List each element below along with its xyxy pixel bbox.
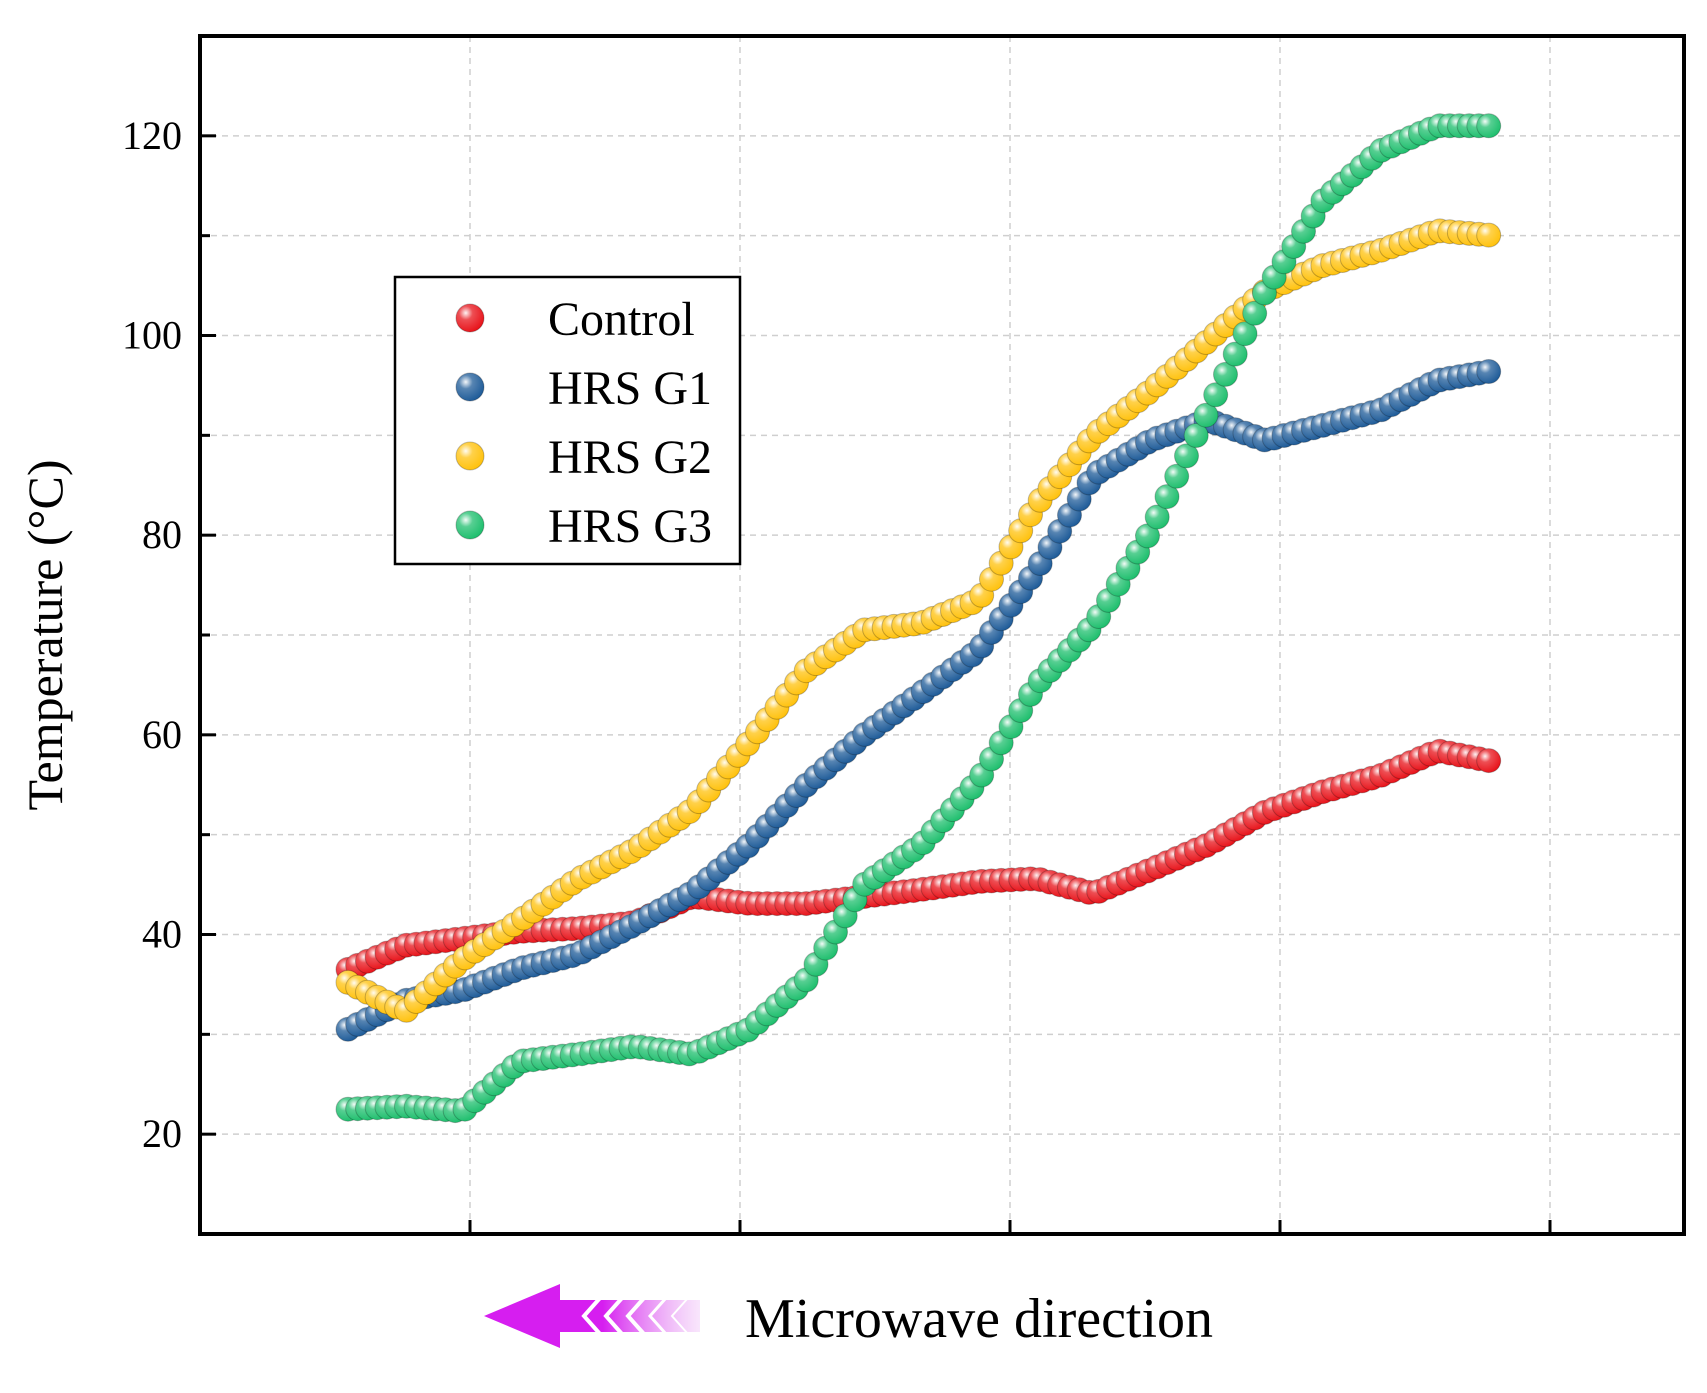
data-point-hrs-g3 xyxy=(1232,321,1258,347)
y-tick-label: 20 xyxy=(142,1111,182,1156)
microwave-direction-caption: Microwave direction xyxy=(484,1284,1213,1350)
data-point-hrs-g2 xyxy=(1476,222,1502,248)
legend-marker-hrs-g2 xyxy=(455,441,485,471)
y-axis-title: Temperature (°C) xyxy=(17,459,73,810)
y-tick-label: 40 xyxy=(142,912,182,957)
data-point-hrs-g3 xyxy=(1242,300,1268,326)
data-point-hrs-g3 xyxy=(1203,382,1229,408)
data-point-control xyxy=(1476,748,1502,774)
data-point-hrs-g3 xyxy=(1154,484,1180,510)
legend-label-control: Control xyxy=(548,293,695,346)
legend-marker-hrs-g3 xyxy=(455,510,485,540)
data-point-hrs-g3 xyxy=(1144,504,1170,530)
grid-lines xyxy=(200,36,1684,1234)
data-point-hrs-g3 xyxy=(1193,402,1219,428)
data-point-hrs-g3 xyxy=(1476,113,1502,139)
y-tick-label: 100 xyxy=(122,313,182,358)
data-point-hrs-g3 xyxy=(1222,341,1248,367)
data-point-hrs-g3 xyxy=(1164,463,1190,489)
data-point-hrs-g3 xyxy=(1213,361,1238,387)
legend-box xyxy=(393,275,742,566)
y-axis: 20 40 60 80 100 120 xyxy=(122,113,216,1156)
x-axis xyxy=(468,1220,1552,1234)
series-layer xyxy=(335,113,1502,1124)
legend-label-hrs-g1: HRS G1 xyxy=(548,362,712,415)
y-tick-label: 120 xyxy=(122,113,182,158)
data-point-hrs-g3 xyxy=(1174,443,1199,469)
legend-label-hrs-g3: HRS G3 xyxy=(548,500,712,553)
legend-marker-control xyxy=(455,303,485,333)
series-hrs-g2 xyxy=(335,218,1502,1023)
y-tick-label: 60 xyxy=(142,712,182,757)
data-point-hrs-g3 xyxy=(1183,423,1209,448)
legend-label-hrs-g2: HRS G2 xyxy=(548,431,712,484)
data-point-hrs-g1 xyxy=(1476,359,1502,384)
legend: Control HRS G1 HRS G2 HRS G3 xyxy=(393,275,742,566)
y-tick-label: 80 xyxy=(142,512,182,557)
data-point-hrs-g3 xyxy=(1135,523,1160,549)
arrow-left-icon xyxy=(484,1284,700,1348)
caption-text: Microwave direction xyxy=(745,1288,1213,1350)
legend-marker-hrs-g1 xyxy=(455,372,485,402)
series-hrs-g3 xyxy=(335,113,1502,1124)
series-hrs-g1 xyxy=(335,359,1502,1042)
